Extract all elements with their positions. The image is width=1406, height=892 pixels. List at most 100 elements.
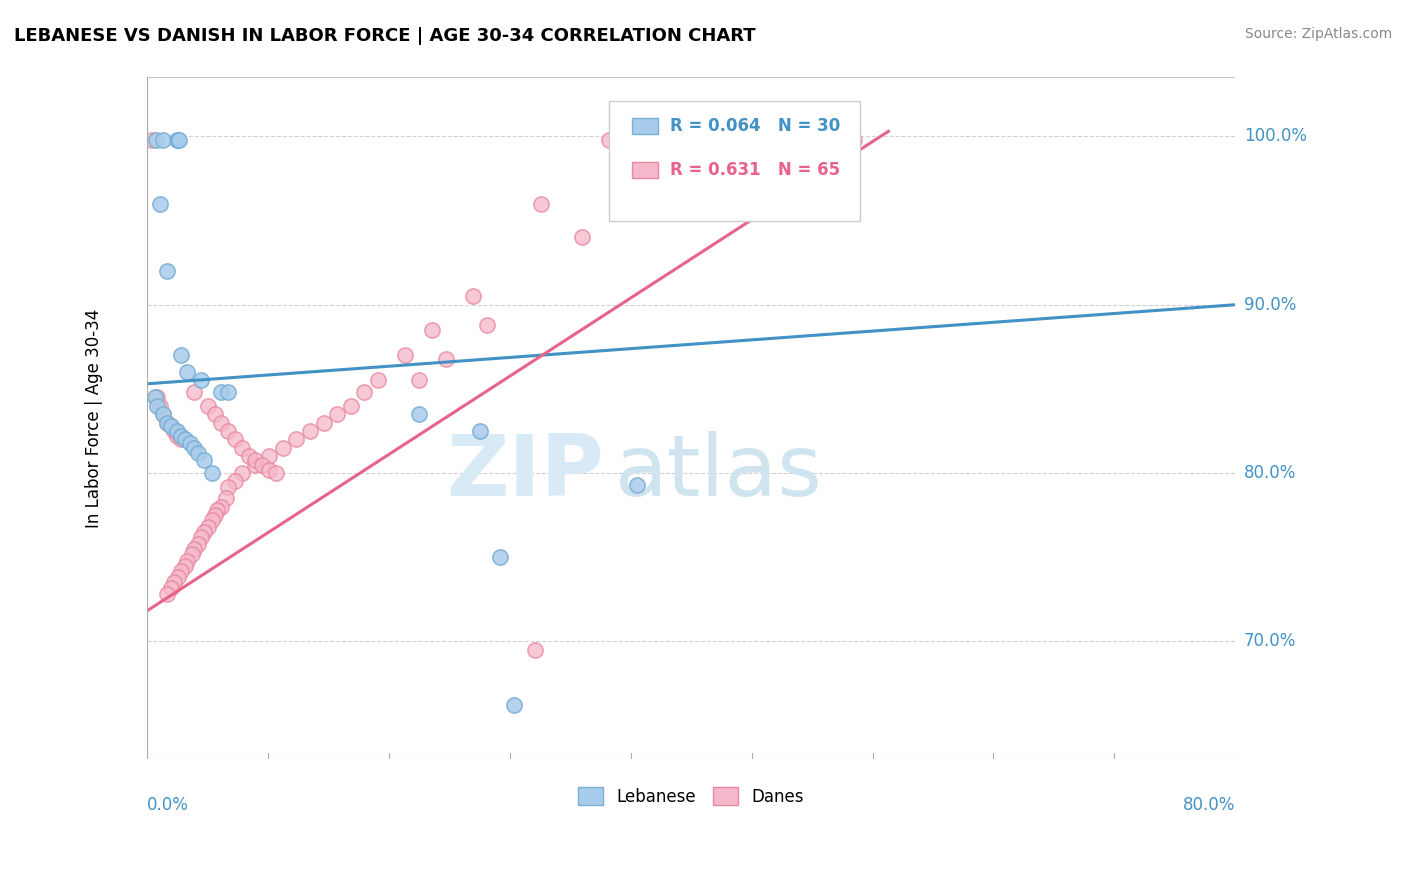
Point xyxy=(353,385,375,400)
Point xyxy=(408,407,430,421)
Text: 0.0%: 0.0% xyxy=(146,797,188,814)
Point xyxy=(214,491,236,506)
Point xyxy=(160,581,183,595)
Point xyxy=(166,429,188,443)
Point xyxy=(149,399,172,413)
Point xyxy=(224,475,246,489)
Point xyxy=(193,524,215,539)
Point xyxy=(204,508,226,523)
Point xyxy=(394,348,416,362)
Point xyxy=(190,374,212,388)
Point xyxy=(217,385,239,400)
Point xyxy=(422,323,444,337)
Point xyxy=(231,466,253,480)
FancyBboxPatch shape xyxy=(609,102,860,220)
Point xyxy=(298,424,321,438)
Point xyxy=(652,133,675,147)
Point xyxy=(367,374,389,388)
Point xyxy=(179,435,201,450)
Point xyxy=(160,418,183,433)
Point xyxy=(167,133,190,147)
Text: 80.0%: 80.0% xyxy=(1182,797,1236,814)
Point xyxy=(169,133,191,147)
Legend: Lebanese, Danes: Lebanese, Danes xyxy=(572,780,810,813)
Point xyxy=(489,550,512,565)
Point xyxy=(598,133,620,147)
Point xyxy=(146,390,169,404)
Text: atlas: atlas xyxy=(614,432,823,515)
Point xyxy=(224,433,246,447)
Point xyxy=(176,365,198,379)
Point xyxy=(156,587,179,601)
Point xyxy=(211,500,233,514)
Point xyxy=(193,452,215,467)
Point xyxy=(169,348,191,362)
Point xyxy=(626,478,648,492)
FancyBboxPatch shape xyxy=(633,162,658,178)
Point xyxy=(475,318,498,332)
Point xyxy=(523,643,546,657)
Point xyxy=(468,424,491,438)
Point xyxy=(217,424,239,438)
Point xyxy=(434,351,457,366)
Point xyxy=(211,385,233,400)
Text: 90.0%: 90.0% xyxy=(1244,296,1296,314)
Point xyxy=(183,385,205,400)
Point xyxy=(187,537,209,551)
Text: R = 0.064   N = 30: R = 0.064 N = 30 xyxy=(671,117,841,135)
Point xyxy=(197,520,219,534)
Point xyxy=(145,133,167,147)
Point xyxy=(183,441,205,455)
Point xyxy=(173,558,195,573)
Point xyxy=(169,429,191,443)
Point xyxy=(190,530,212,544)
Point xyxy=(167,570,190,584)
Point xyxy=(207,503,229,517)
Point xyxy=(156,264,179,278)
Point xyxy=(204,407,226,421)
Point xyxy=(231,441,253,455)
Point xyxy=(180,547,202,561)
Point xyxy=(326,407,349,421)
Point xyxy=(152,407,174,421)
Text: 100.0%: 100.0% xyxy=(1244,128,1306,145)
Point xyxy=(163,575,186,590)
Point xyxy=(152,133,174,147)
Point xyxy=(156,416,179,430)
Point xyxy=(312,416,335,430)
Point xyxy=(169,433,191,447)
Point xyxy=(245,452,267,467)
Point xyxy=(146,399,169,413)
Point xyxy=(141,133,163,147)
Point xyxy=(245,458,267,472)
Point xyxy=(271,441,294,455)
Point xyxy=(252,458,274,472)
Point xyxy=(408,374,430,388)
Point xyxy=(201,513,224,527)
Text: 80.0%: 80.0% xyxy=(1244,464,1296,482)
Point xyxy=(160,418,183,433)
Point xyxy=(211,416,233,430)
Point xyxy=(463,289,485,303)
Point xyxy=(264,466,287,480)
Point xyxy=(721,133,744,147)
Point xyxy=(166,133,188,147)
Point xyxy=(152,407,174,421)
Point xyxy=(217,479,239,493)
Text: In Labor Force | Age 30-34: In Labor Force | Age 30-34 xyxy=(86,309,103,528)
Point xyxy=(149,196,172,211)
Point xyxy=(257,463,280,477)
Point xyxy=(173,433,195,447)
Point xyxy=(183,541,205,556)
Point xyxy=(156,416,179,430)
Point xyxy=(257,449,280,463)
Point xyxy=(143,390,166,404)
Text: 70.0%: 70.0% xyxy=(1244,632,1296,650)
Point xyxy=(166,424,188,438)
Point xyxy=(339,399,361,413)
Text: LEBANESE VS DANISH IN LABOR FORCE | AGE 30-34 CORRELATION CHART: LEBANESE VS DANISH IN LABOR FORCE | AGE … xyxy=(14,27,755,45)
Text: ZIP: ZIP xyxy=(446,432,605,515)
Point xyxy=(169,564,191,578)
Point xyxy=(187,446,209,460)
Point xyxy=(571,230,593,244)
